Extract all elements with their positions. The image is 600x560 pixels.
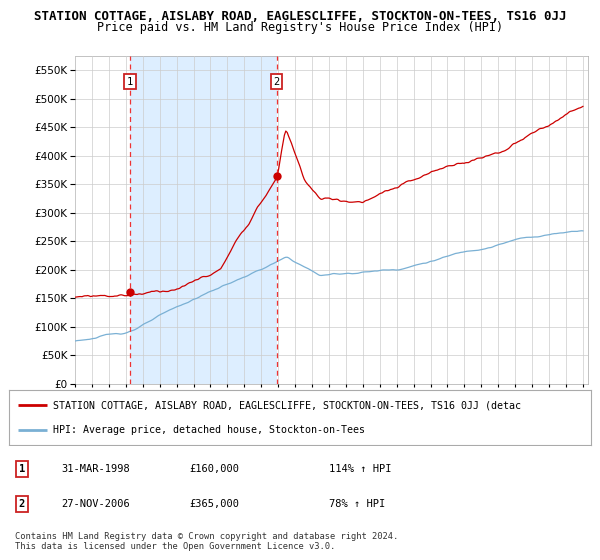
Text: STATION COTTAGE, AISLABY ROAD, EAGLESCLIFFE, STOCKTON-ON-TEES, TS16 0JJ: STATION COTTAGE, AISLABY ROAD, EAGLESCLI…	[34, 10, 566, 23]
Text: 27-NOV-2006: 27-NOV-2006	[61, 500, 130, 510]
Text: Price paid vs. HM Land Registry's House Price Index (HPI): Price paid vs. HM Land Registry's House …	[97, 21, 503, 34]
Text: HPI: Average price, detached house, Stockton-on-Tees: HPI: Average price, detached house, Stoc…	[53, 426, 365, 435]
Text: 2: 2	[19, 500, 25, 510]
Text: STATION COTTAGE, AISLABY ROAD, EAGLESCLIFFE, STOCKTON-ON-TEES, TS16 0JJ (detac: STATION COTTAGE, AISLABY ROAD, EAGLESCLI…	[53, 400, 521, 410]
Text: 2: 2	[274, 77, 280, 87]
Text: 1: 1	[19, 464, 25, 474]
Text: 1: 1	[127, 77, 133, 87]
Text: £160,000: £160,000	[190, 464, 239, 474]
Text: 31-MAR-1998: 31-MAR-1998	[61, 464, 130, 474]
Text: 78% ↑ HPI: 78% ↑ HPI	[329, 500, 385, 510]
Text: 114% ↑ HPI: 114% ↑ HPI	[329, 464, 392, 474]
Bar	[130, 56, 277, 384]
Text: Contains HM Land Registry data © Crown copyright and database right 2024.
This d: Contains HM Land Registry data © Crown c…	[15, 532, 398, 552]
Text: £365,000: £365,000	[190, 500, 239, 510]
